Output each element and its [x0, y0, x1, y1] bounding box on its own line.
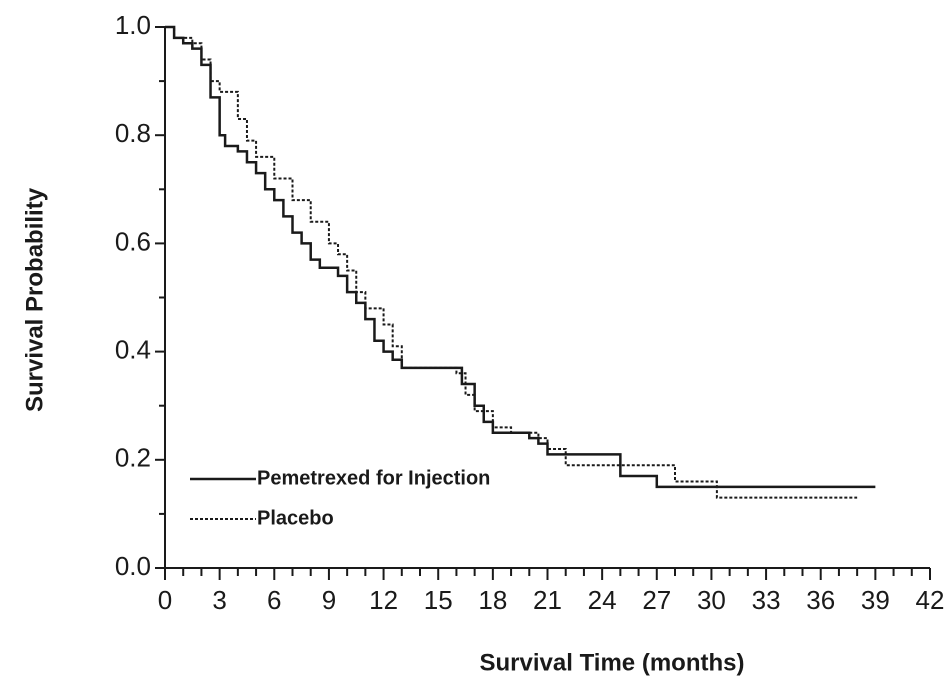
y-tick-label: 0.4: [115, 334, 151, 364]
x-tick-label: 27: [642, 585, 671, 615]
x-tick-label: 42: [916, 585, 945, 615]
legend-label: Placebo: [257, 507, 334, 529]
x-tick-label: 36: [806, 585, 835, 615]
x-tick-label: 21: [533, 585, 562, 615]
x-tick-label: 30: [697, 585, 726, 615]
y-axis-label: Survival Probability: [21, 187, 48, 412]
x-tick-label: 33: [752, 585, 781, 615]
x-tick-label: 0: [158, 585, 172, 615]
survival-curve: [165, 25, 876, 489]
y-tick-label: 0.8: [115, 118, 151, 148]
x-tick-label: 24: [588, 585, 617, 615]
x-tick-label: 15: [424, 585, 453, 615]
legend-label: Pemetrexed for Injection: [257, 467, 490, 489]
y-tick-label: 0.2: [115, 443, 151, 473]
x-tick-label: 12: [369, 585, 398, 615]
x-tick-label: 9: [322, 585, 336, 615]
x-axis-label: Survival Time (months): [480, 649, 745, 676]
x-tick-label: 39: [861, 585, 890, 615]
y-tick-label: 0.0: [115, 551, 151, 581]
y-tick-label: 1.0: [115, 10, 151, 40]
y-tick-label: 0.6: [115, 226, 151, 256]
x-tick-label: 18: [478, 585, 507, 615]
x-tick-label: 6: [267, 585, 281, 615]
x-tick-label: 3: [212, 585, 226, 615]
survival-curve: [165, 26, 858, 499]
